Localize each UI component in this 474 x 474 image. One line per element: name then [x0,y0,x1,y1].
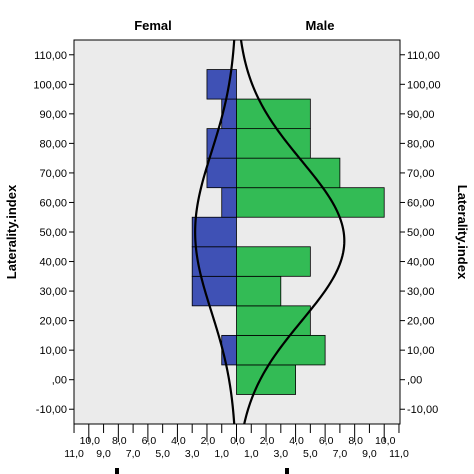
y-tick-label: 80,00 [39,138,67,150]
male-bar [236,157,341,189]
y-tick-label: 10,00 [407,345,435,357]
y-tick-label: 70,00 [39,168,67,180]
y-tick-label: -10,00 [36,404,67,416]
bottom-mark-left [115,468,119,474]
y-tick-label: 40,00 [39,257,67,269]
y-axis-title-right: Laterality.index [455,185,470,280]
x-tick-label: 3,0 [274,448,289,460]
y-tick-label: 30,00 [407,286,435,298]
female-bar [206,157,237,189]
x-tick-label: 8,0 [348,435,363,447]
y-tick-label: 20,00 [407,316,435,328]
x-tick-label: 1,0 [244,448,259,460]
x-tick-label: 2,0 [260,435,275,447]
y-tick-label: 90,00 [407,109,435,121]
x-ticks: 10,0 8,0 6,0 4,0 2,0 0,0 2,0 4,0 6,0 8,0 10,011,0 9… [64,424,409,460]
panel-title-male: Male [306,18,335,33]
x-tick-label: 11,0 [389,448,409,460]
x-tick-label: 2,0 [201,435,216,447]
male-bar [236,128,311,159]
x-tick-label: 10,0 [80,435,101,447]
y-tick-label: 10,00 [39,345,67,357]
male-bar [236,275,282,307]
y-tick-label: 50,00 [39,227,67,239]
x-tick-label: 3,0 [185,448,200,460]
female-normal-curve [194,39,236,425]
female-bar [221,98,237,130]
y-tick-label: 100,00 [407,79,441,91]
male-bar [236,305,311,336]
bottom-mark-right [285,468,289,474]
y-tick-label: 30,00 [39,286,67,298]
male-bar [236,187,385,218]
x-tick-label: 11,0 [64,448,84,460]
y-tick-label: 60,00 [39,197,67,209]
y-tick-label: -10,00 [407,404,438,416]
x-tick-label: 6,0 [142,435,157,447]
x-tick-label: 9,0 [96,448,111,460]
y-tick-label: 60,00 [407,197,435,209]
y-tick-label: 70,00 [407,168,435,180]
female-bar [191,216,237,248]
x-tick-label: 5,0 [303,448,318,460]
panel-title-female: Femal [134,18,172,33]
x-tick-label: 0,0 [230,435,245,447]
x-tick-label: 5,0 [155,448,170,460]
y-ticks-left: -10,00 ,00 10,00 20,00 30,00 40,00 50,00 60,00 7… [33,50,74,416]
y-tick-label: ,00 [52,375,67,387]
x-tick-label: 4,0 [171,435,186,447]
female-bar [206,69,237,100]
y-tick-label: 20,00 [39,316,67,328]
x-tick-label: 4,0 [289,435,304,447]
male-bar [236,246,311,277]
y-tick-label: 40,00 [407,257,435,269]
x-tick-label: 8,0 [112,435,127,447]
normal-curves [194,39,346,425]
y-tick-label: ,00 [407,375,422,387]
y-tick-label: 100,00 [33,79,67,91]
x-tick-label: 7,0 [333,448,348,460]
y-axis-title-left: Laterality.index [4,184,19,279]
x-tick-label: 6,0 [319,435,334,447]
y-ticks-right: -10,00 ,00 10,00 20,00 30,00 40,00 50,00 60,00 7… [400,50,441,416]
female-bar [191,275,237,307]
y-tick-label: 80,00 [407,138,435,150]
x-tick-label: 7,0 [126,448,141,460]
y-tick-label: 90,00 [39,109,67,121]
female-bar [221,334,237,366]
y-tick-label: 110,00 [34,50,67,62]
y-tick-label: 110,00 [407,50,440,62]
x-tick-label: 1,0 [214,448,229,460]
female-bar [221,187,237,218]
male-normal-curve [239,39,346,425]
x-tick-label: 9,0 [362,448,377,460]
x-tick-label: 10,0 [375,435,396,447]
male-bar [236,334,326,366]
y-tick-label: 50,00 [407,227,435,239]
